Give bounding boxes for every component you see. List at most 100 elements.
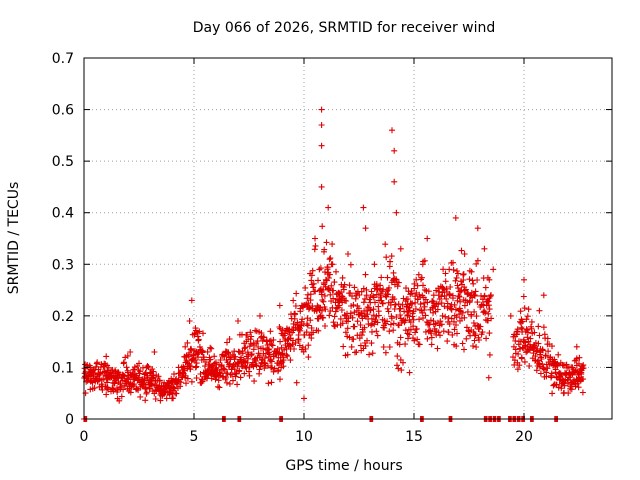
data-point bbox=[485, 310, 492, 317]
data-point bbox=[251, 378, 258, 385]
data-point bbox=[120, 386, 127, 393]
data-point bbox=[555, 351, 562, 358]
data-point bbox=[303, 329, 310, 336]
data-point bbox=[383, 254, 390, 261]
data-point bbox=[573, 343, 580, 350]
data-point bbox=[293, 290, 300, 297]
data-point bbox=[147, 369, 153, 376]
data-point bbox=[371, 321, 378, 328]
data-point bbox=[326, 312, 333, 319]
y-tick-label: 0.6 bbox=[52, 103, 74, 119]
data-point bbox=[535, 357, 542, 364]
data-point bbox=[315, 277, 321, 284]
data-point bbox=[486, 330, 493, 337]
data-point bbox=[477, 323, 484, 330]
data-point bbox=[136, 374, 142, 381]
data-point bbox=[223, 379, 230, 386]
data-point bbox=[305, 342, 312, 349]
data-point bbox=[146, 385, 153, 392]
data-point bbox=[542, 352, 549, 359]
data-point bbox=[310, 284, 317, 291]
data-point bbox=[335, 289, 342, 296]
data-point bbox=[461, 314, 468, 321]
x-axis-label: GPS time / hours bbox=[285, 458, 402, 474]
data-point bbox=[305, 354, 312, 361]
data-point bbox=[186, 349, 193, 356]
data-point bbox=[531, 329, 538, 336]
data-point bbox=[347, 290, 354, 296]
data-point bbox=[523, 316, 530, 323]
data-point bbox=[402, 317, 409, 324]
data-point bbox=[110, 388, 117, 395]
data-point bbox=[182, 343, 189, 350]
data-point bbox=[470, 343, 476, 349]
data-point bbox=[302, 284, 309, 291]
data-point bbox=[474, 225, 481, 232]
data-point bbox=[322, 306, 329, 313]
data-point bbox=[388, 253, 395, 260]
data-point bbox=[437, 318, 444, 325]
data-point bbox=[558, 372, 565, 379]
data-point bbox=[290, 297, 297, 304]
data-point bbox=[267, 328, 274, 335]
data-point bbox=[468, 312, 475, 319]
data-point bbox=[487, 293, 494, 300]
data-point bbox=[410, 323, 417, 330]
data-point bbox=[309, 267, 316, 274]
data-point bbox=[434, 345, 441, 352]
data-point bbox=[232, 353, 239, 360]
data-point bbox=[91, 385, 98, 391]
data-point bbox=[184, 375, 191, 382]
data-point bbox=[99, 386, 106, 393]
data-point bbox=[379, 300, 386, 307]
data-point bbox=[367, 307, 374, 314]
data-point bbox=[391, 296, 398, 303]
data-point bbox=[171, 371, 177, 378]
data-point bbox=[291, 346, 297, 352]
data-point bbox=[398, 367, 405, 374]
data-point bbox=[384, 318, 391, 325]
data-point bbox=[507, 312, 514, 319]
data-point bbox=[470, 320, 477, 326]
data-point bbox=[188, 346, 195, 353]
data-point bbox=[521, 305, 528, 312]
data-point bbox=[427, 317, 434, 324]
data-point bbox=[199, 376, 206, 383]
data-point bbox=[207, 344, 214, 351]
data-point bbox=[460, 271, 467, 277]
data-point bbox=[411, 337, 418, 344]
data-point bbox=[524, 313, 531, 320]
data-point bbox=[341, 281, 348, 288]
data-point bbox=[441, 303, 448, 310]
data-point bbox=[252, 358, 259, 365]
data-point bbox=[576, 360, 582, 367]
data-point bbox=[315, 327, 322, 334]
axes bbox=[83, 57, 613, 420]
data-point bbox=[359, 328, 366, 335]
data-point bbox=[312, 288, 319, 295]
data-point bbox=[195, 336, 202, 343]
data-point bbox=[298, 302, 305, 309]
data-point bbox=[215, 377, 222, 384]
data-point bbox=[101, 368, 108, 375]
data-point bbox=[368, 288, 375, 295]
data-point bbox=[453, 322, 459, 328]
data-point bbox=[536, 360, 543, 367]
data-point bbox=[453, 274, 460, 281]
data-point bbox=[552, 366, 559, 373]
data-point bbox=[544, 365, 551, 372]
data-point bbox=[525, 329, 531, 336]
data-point bbox=[380, 344, 387, 350]
data-point bbox=[211, 360, 218, 367]
data-point bbox=[446, 266, 453, 273]
data-point bbox=[421, 307, 428, 313]
data-point bbox=[454, 268, 460, 274]
data-point bbox=[580, 365, 587, 372]
data-point bbox=[215, 383, 221, 390]
data-point bbox=[449, 331, 456, 338]
data-point bbox=[290, 320, 297, 327]
data-point bbox=[244, 331, 251, 338]
data-point bbox=[239, 350, 246, 357]
data-point bbox=[438, 321, 445, 328]
data-point bbox=[221, 353, 228, 360]
